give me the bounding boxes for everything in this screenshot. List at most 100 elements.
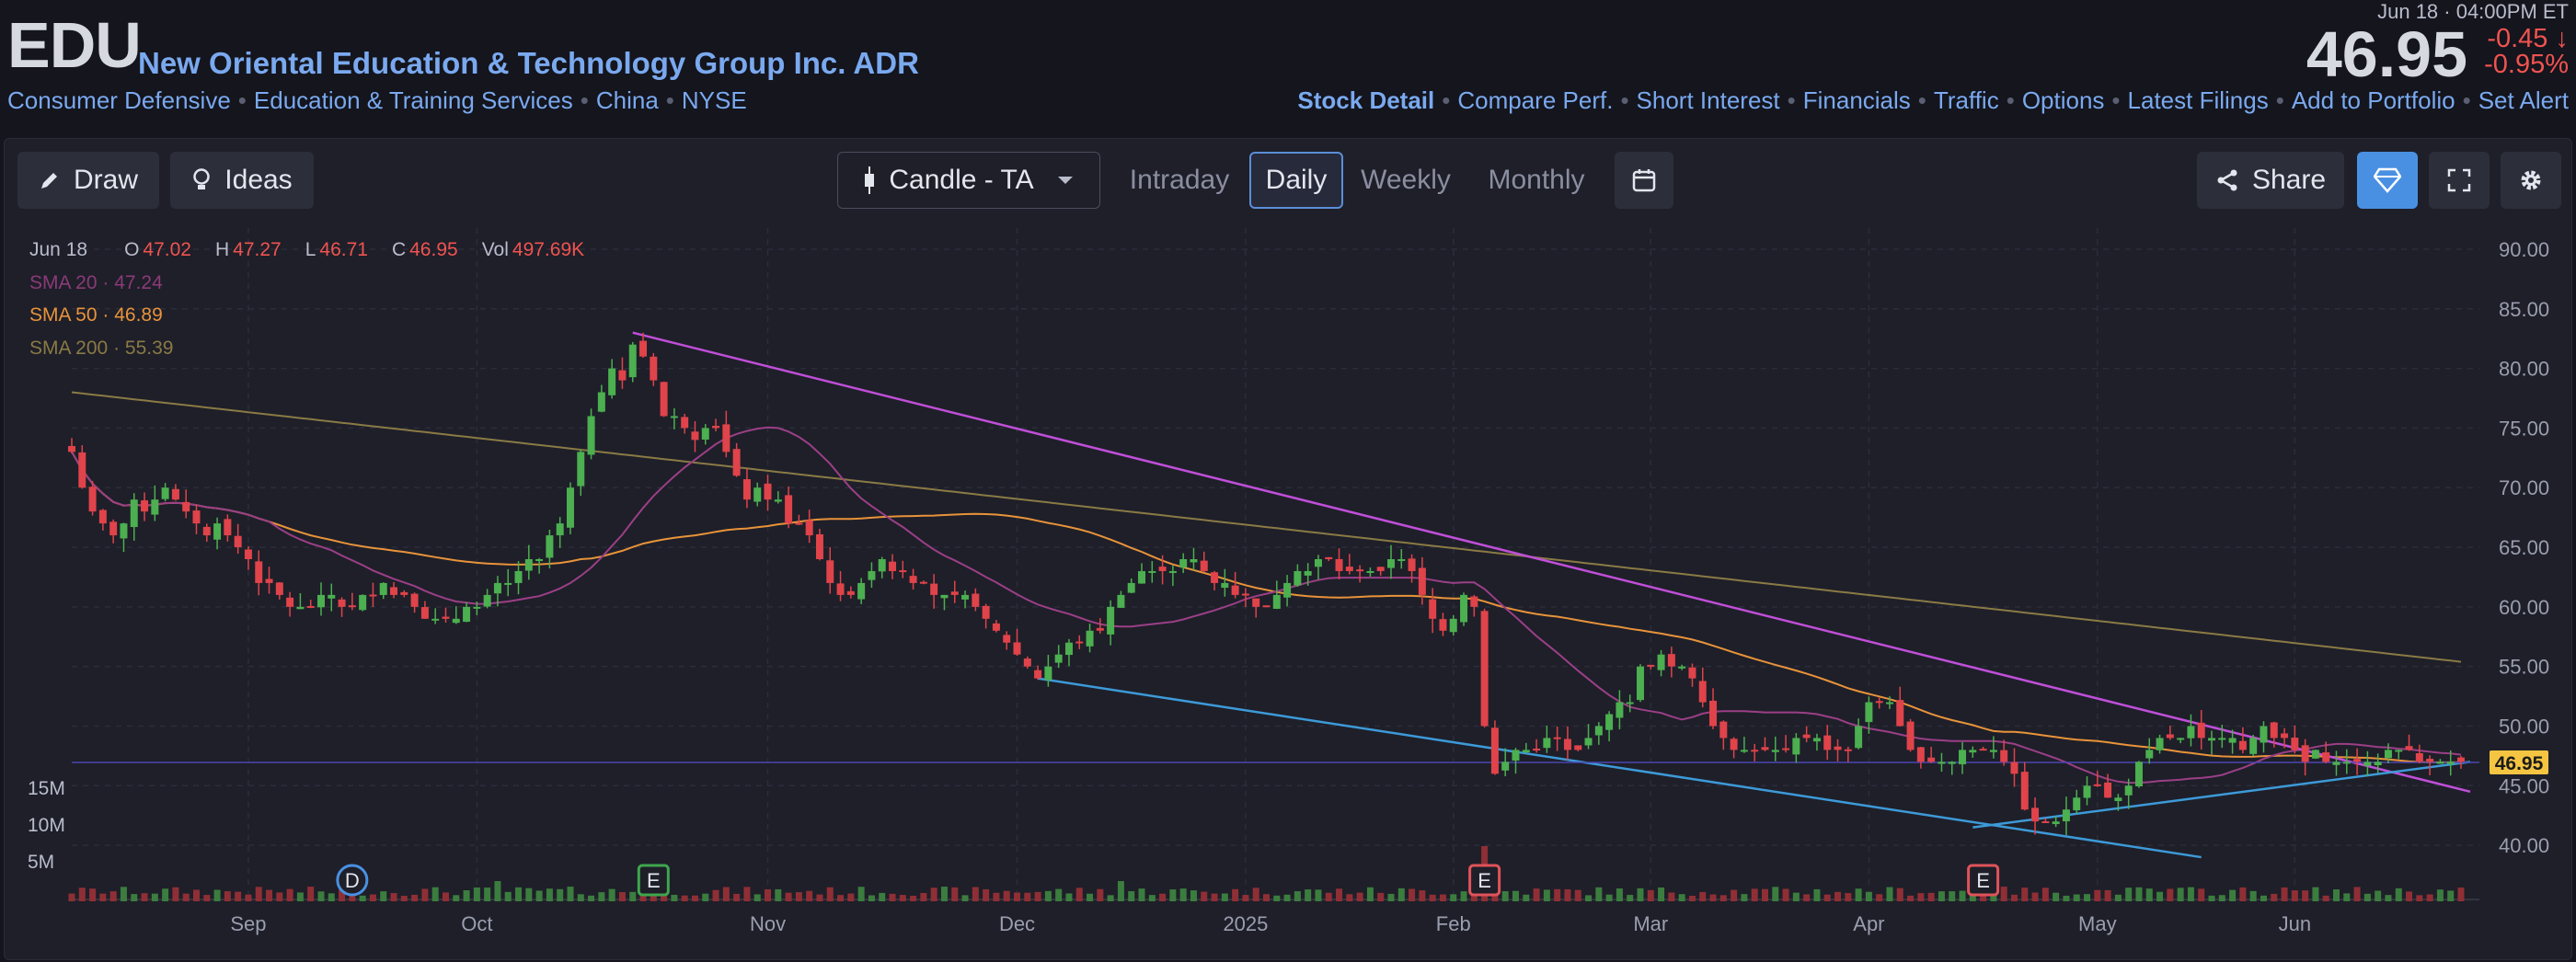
volume-bar bbox=[2053, 892, 2060, 901]
link-options[interactable]: Options bbox=[2021, 86, 2105, 114]
volume-bar bbox=[1232, 888, 1239, 901]
candle-body bbox=[1740, 750, 1748, 752]
candle-body bbox=[2124, 785, 2133, 796]
candle-body bbox=[722, 424, 730, 452]
tag-sector[interactable]: Consumer Defensive bbox=[7, 86, 231, 114]
volume-bar bbox=[2208, 895, 2215, 901]
volume-bar bbox=[1813, 888, 1821, 901]
candle-body bbox=[826, 560, 834, 583]
volume-bar bbox=[1523, 894, 1530, 901]
candle-body bbox=[1533, 748, 1541, 750]
volume-bar bbox=[2416, 895, 2423, 901]
fullscreen-button[interactable] bbox=[2429, 152, 2490, 209]
candle-body bbox=[1522, 750, 1530, 753]
candle-body bbox=[224, 519, 232, 536]
volume-bar bbox=[1959, 890, 1966, 901]
volume-bar bbox=[2156, 891, 2164, 901]
candle-body bbox=[742, 479, 751, 500]
volume-bar bbox=[1938, 891, 1945, 901]
candle-body bbox=[192, 510, 201, 524]
volume-bar bbox=[2447, 890, 2455, 901]
candle-body bbox=[1211, 572, 1219, 583]
tag-country[interactable]: China bbox=[595, 86, 659, 114]
volume-bar bbox=[691, 895, 698, 901]
volume-bar bbox=[1221, 893, 1228, 901]
volume-bar bbox=[339, 889, 346, 901]
volume-bar bbox=[1346, 894, 1353, 901]
candle-body bbox=[514, 570, 523, 583]
sma200-legend: SMA 200 · 55.39 bbox=[29, 338, 174, 359]
event-marker-label: D bbox=[345, 869, 360, 892]
candle-body bbox=[1127, 582, 1135, 593]
candle-body bbox=[1262, 605, 1271, 608]
volume-bar bbox=[1294, 891, 1301, 901]
candle-body bbox=[1709, 700, 1718, 727]
share-button[interactable]: Share bbox=[2197, 152, 2344, 209]
sma50-value: 46.89 bbox=[114, 304, 163, 326]
candle-body bbox=[161, 487, 169, 499]
candle-body bbox=[1543, 738, 1551, 749]
x-tick-label: Nov bbox=[750, 912, 786, 935]
tag-industry[interactable]: Education & Training Services bbox=[253, 86, 573, 114]
volume-bar bbox=[463, 889, 470, 901]
candle-body bbox=[805, 520, 813, 536]
tab-daily[interactable]: Daily bbox=[1249, 152, 1343, 209]
tab-weekly[interactable]: Weekly bbox=[1361, 165, 1451, 195]
link-latest-filings[interactable]: Latest Filings bbox=[2127, 86, 2269, 114]
link-set-alert[interactable]: Set Alert bbox=[2478, 86, 2569, 114]
volume-bar bbox=[1283, 894, 1291, 901]
volume-bar bbox=[1917, 893, 1925, 901]
legend-open: 47.02 bbox=[143, 239, 191, 260]
candle-body bbox=[2208, 738, 2216, 741]
volume-bar bbox=[1907, 895, 1915, 901]
candle-body bbox=[2041, 820, 2050, 823]
date-range-button[interactable] bbox=[1615, 152, 1673, 209]
candle-body bbox=[691, 431, 699, 441]
tag-exchange[interactable]: NYSE bbox=[681, 86, 747, 114]
volume-tick-10m: 10M bbox=[28, 815, 65, 836]
tab-monthly[interactable]: Monthly bbox=[1488, 165, 1585, 195]
candle-body bbox=[2291, 738, 2299, 750]
link-financials[interactable]: Financials bbox=[1802, 86, 1911, 114]
volume-bar bbox=[1014, 892, 1021, 901]
candle-body bbox=[1751, 750, 1759, 752]
candle-body bbox=[1501, 762, 1510, 771]
candle-body bbox=[2374, 762, 2382, 766]
volume-bar bbox=[1075, 888, 1083, 901]
volume-bar bbox=[1782, 888, 1789, 901]
x-tick-label: Dec bbox=[999, 912, 1035, 935]
volume-bar bbox=[1325, 892, 1332, 901]
candle-body bbox=[2405, 746, 2413, 750]
volume-bar bbox=[765, 888, 772, 901]
share-icon bbox=[2217, 169, 2237, 191]
link-add-to-portfolio[interactable]: Add to Portfolio bbox=[2291, 86, 2455, 114]
volume-bar bbox=[1087, 893, 1094, 901]
draw-button[interactable]: Draw bbox=[17, 152, 159, 209]
candle-body bbox=[1512, 750, 1520, 761]
tab-intraday[interactable]: Intraday bbox=[1129, 165, 1230, 195]
link-short-interest[interactable]: Short Interest bbox=[1636, 86, 1780, 114]
volume-bar bbox=[2249, 890, 2257, 901]
settings-button[interactable] bbox=[2501, 152, 2561, 209]
volume-bar bbox=[2063, 895, 2070, 901]
volume-bar bbox=[1024, 892, 1031, 901]
volume-bar bbox=[213, 889, 221, 901]
link-traffic[interactable]: Traffic bbox=[1933, 86, 1999, 114]
chart-type-select[interactable]: Candle - TA bbox=[837, 152, 1100, 209]
link-stock-detail[interactable]: Stock Detail bbox=[1297, 86, 1435, 114]
company-name[interactable]: New Oriental Education & Technology Grou… bbox=[138, 46, 919, 80]
elite-button[interactable] bbox=[2357, 152, 2418, 209]
candle-body bbox=[1730, 739, 1738, 750]
link-compare-perf[interactable]: Compare Perf. bbox=[1457, 86, 1614, 114]
change-value: -0.45 bbox=[2487, 24, 2548, 53]
candle-body bbox=[1241, 593, 1249, 596]
price-tick-label: 45.00 bbox=[2499, 774, 2549, 797]
candle-body bbox=[1013, 642, 1021, 655]
volume-bar bbox=[899, 895, 906, 901]
candle-body bbox=[1626, 702, 1634, 704]
ideas-button[interactable]: Ideas bbox=[170, 152, 314, 209]
candle-body bbox=[566, 487, 574, 528]
volume-bar bbox=[961, 895, 969, 901]
candle-body bbox=[1761, 747, 1769, 750]
